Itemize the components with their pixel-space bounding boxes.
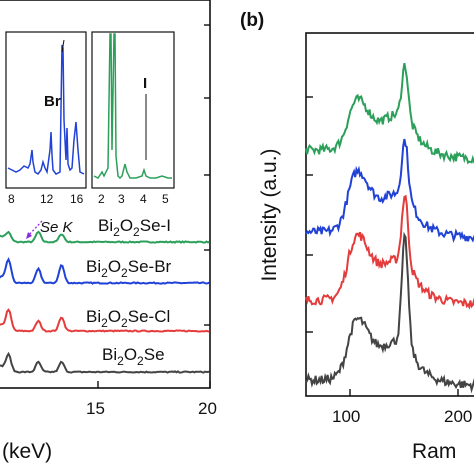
se-k-annotation: Se K xyxy=(26,219,74,239)
inset-i-tick-5: 5 xyxy=(162,192,169,206)
inset-i: I 2 3 4 5 xyxy=(91,31,175,206)
inset-i-spectrum xyxy=(93,33,172,180)
panel-a: Bi2O2Se-I Bi2O2Se-Br Bi2O2Se-Cl Bi2O2Se … xyxy=(0,0,217,463)
panel-b-xlabel: Ram xyxy=(412,440,456,463)
inset-i-tick-4: 4 xyxy=(140,192,147,206)
panel-b-ticks xyxy=(306,96,459,396)
raman-spectrum-1 xyxy=(305,63,474,165)
panel-a-spectra xyxy=(0,230,210,374)
label-bi2o2se-br: Bi2O2Se-Br xyxy=(86,257,172,280)
panel-b: (b) Intensity (a.u.) 100 200 Ram xyxy=(240,10,474,463)
panel-a-right-ticks xyxy=(97,24,211,388)
inset-br-label: Br xyxy=(44,93,61,110)
panel-a-xtick-20: 20 xyxy=(198,399,217,418)
panel-b-xtick-200: 200 xyxy=(444,407,472,426)
inset-br-spectrum xyxy=(7,44,85,176)
panel-b-xtick-100: 100 xyxy=(332,407,360,426)
svg-text:Se K: Se K xyxy=(40,219,74,236)
panel-a-xtick-15: 15 xyxy=(86,399,105,418)
panel-b-frame xyxy=(305,32,474,397)
label-bi2o2se-i: Bi2O2Se-I xyxy=(98,216,171,239)
panel-a-xlabel: (keV) xyxy=(2,440,52,463)
inset-br-tick-8: 8 xyxy=(8,192,15,206)
inset-br-tick-12: 12 xyxy=(40,192,54,206)
inset-i-label: I xyxy=(143,75,147,92)
inset-i-frame xyxy=(91,31,175,189)
panel-b-spectra xyxy=(305,63,474,394)
inset-br: Br 8 12 16 xyxy=(5,31,87,206)
eds-spectrum-bi2o2se xyxy=(0,351,210,374)
panel-b-ylabel: Intensity (a.u.) xyxy=(258,148,281,281)
panel-a-frame xyxy=(0,0,211,389)
eds-spectrum-bi2o2se-br xyxy=(0,257,210,285)
inset-i-tick-2: 2 xyxy=(98,192,105,206)
panel-b-label: (b) xyxy=(240,10,264,31)
label-bi2o2se-cl: Bi2O2Se-Cl xyxy=(86,307,170,330)
inset-br-tick-16: 16 xyxy=(70,192,84,206)
inset-br-marker xyxy=(61,39,65,53)
raman-spectrum-2 xyxy=(305,138,474,244)
raman-spectrum-4 xyxy=(305,231,474,394)
inset-i-tick-3: 3 xyxy=(118,192,125,206)
eds-spectrum-bi2o2se-i xyxy=(0,230,210,244)
label-bi2o2se: Bi2O2Se xyxy=(102,345,165,368)
eds-spectrum-bi2o2se-cl xyxy=(0,308,210,333)
raman-spectrum-3 xyxy=(305,194,474,310)
inset-br-frame xyxy=(5,31,87,189)
